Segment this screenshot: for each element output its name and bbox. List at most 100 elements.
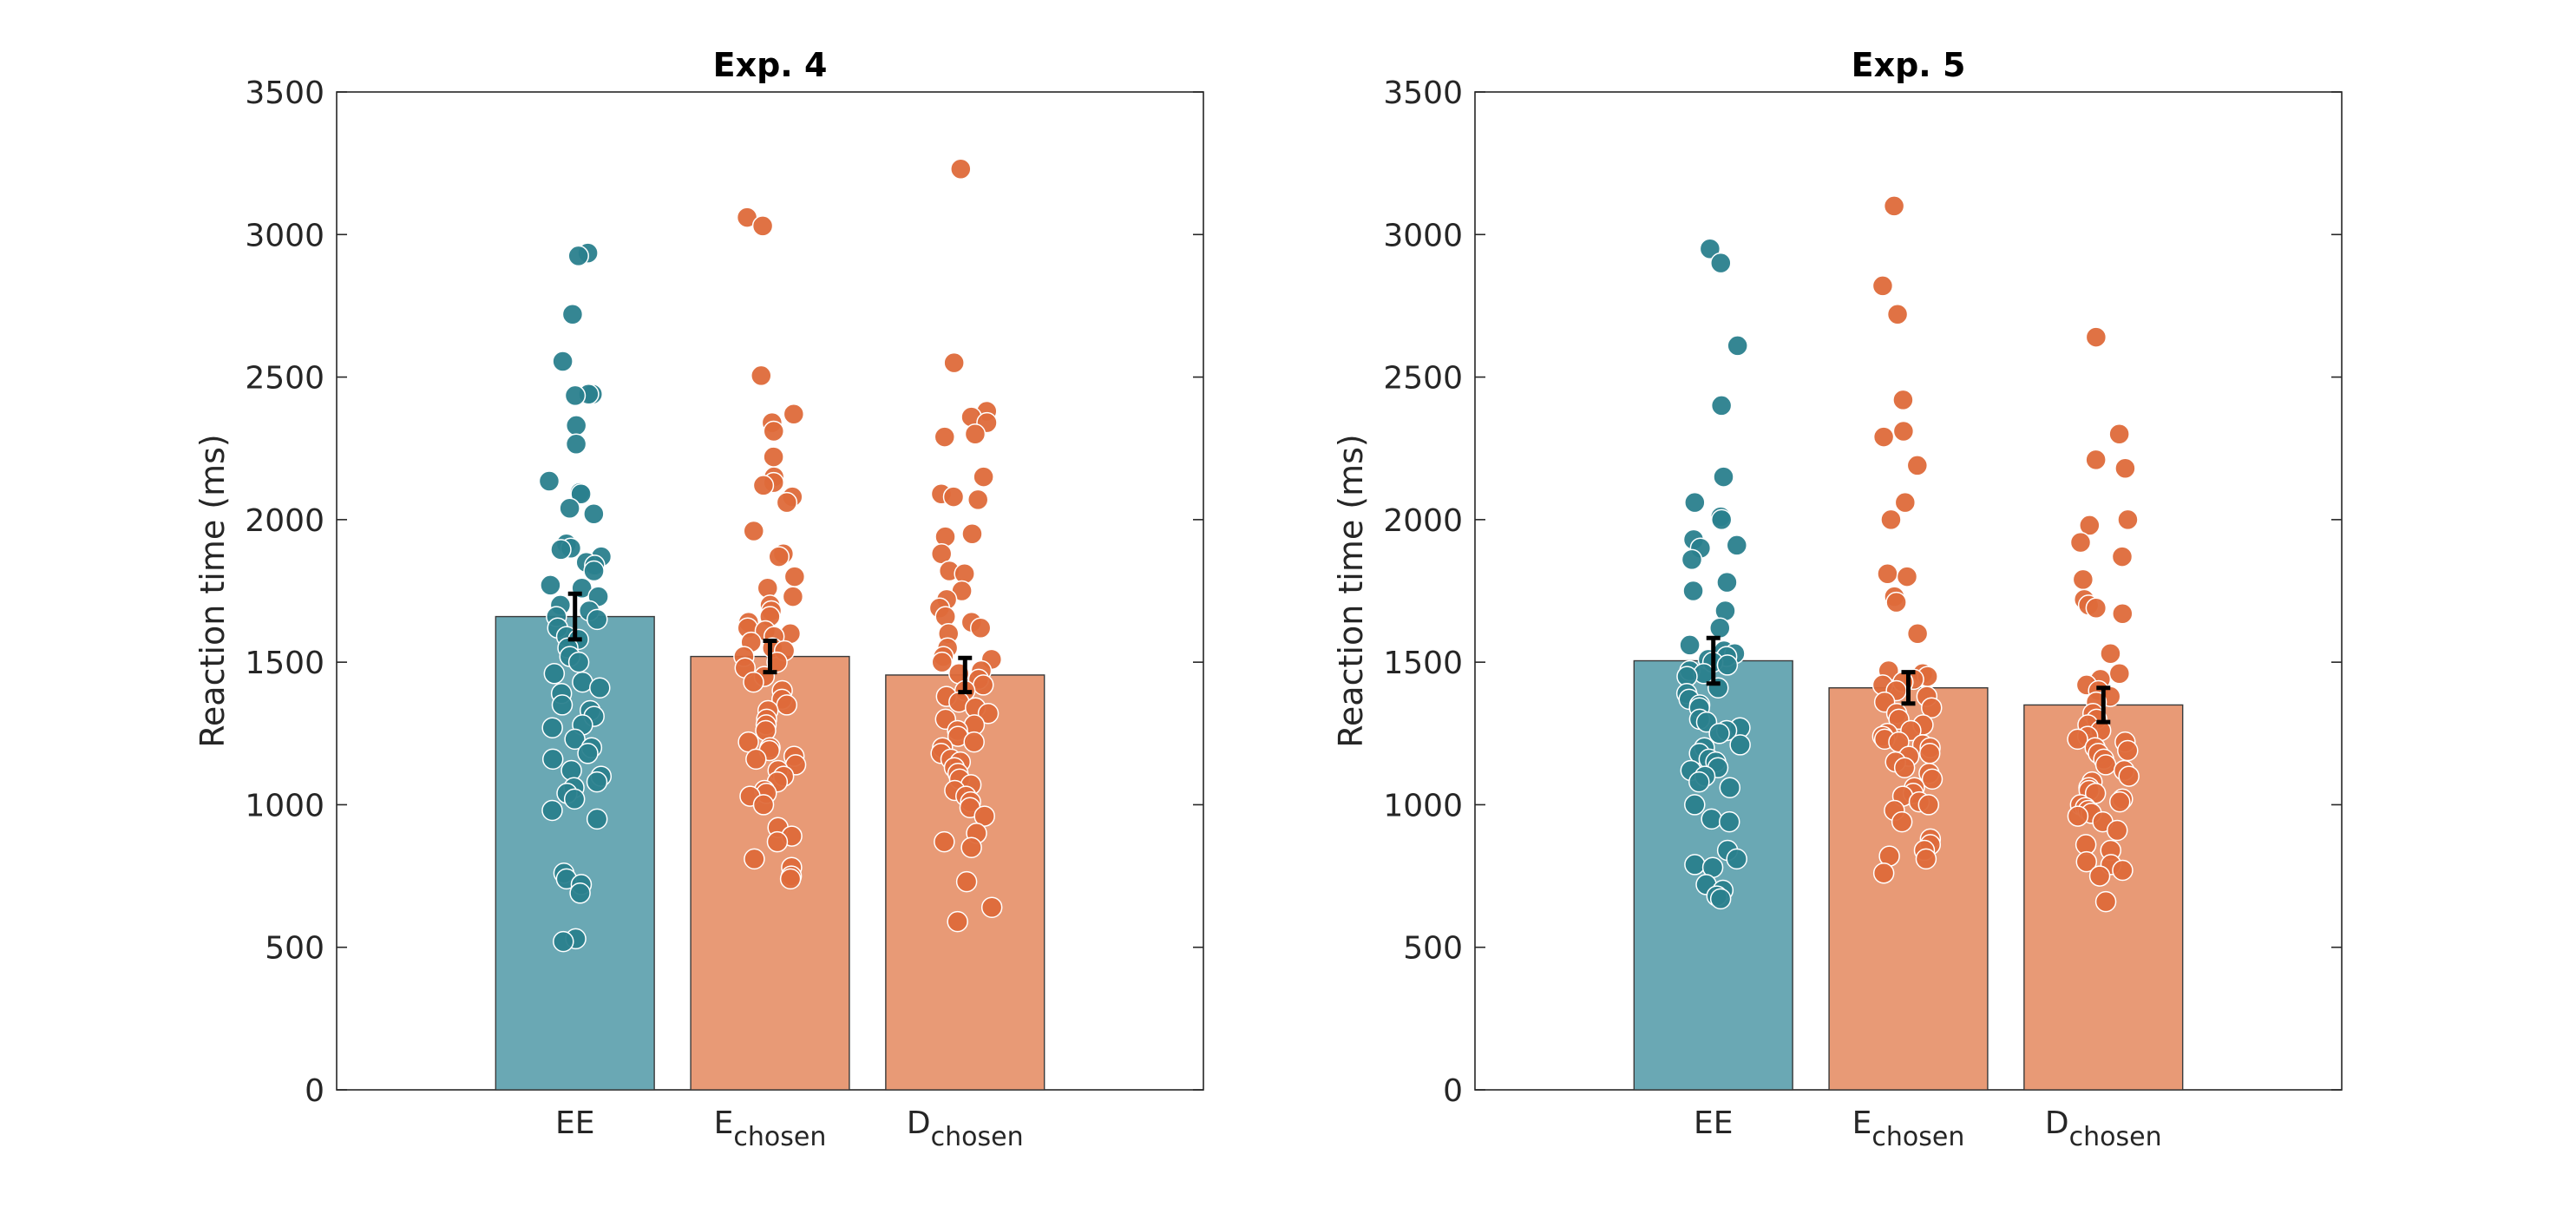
- data-point: [586, 771, 608, 793]
- data-point: [2114, 457, 2136, 479]
- data-point: [1872, 426, 1895, 448]
- data-point: [776, 491, 798, 514]
- data-point: [1701, 808, 1722, 830]
- data-point: [942, 486, 965, 508]
- data-point: [766, 830, 789, 853]
- data-point: [561, 304, 584, 325]
- y-tick-label: 1500: [245, 646, 324, 681]
- data-point: [2072, 568, 2094, 591]
- data-point: [1684, 854, 1706, 876]
- data-point: [967, 489, 989, 511]
- data-point: [2094, 890, 2117, 913]
- data-point: [743, 671, 764, 693]
- data-point: [1710, 395, 1733, 417]
- data-point: [763, 446, 784, 468]
- data-point: [1716, 571, 1738, 594]
- data-point: [963, 731, 985, 753]
- x-tick-label-main: E: [1852, 1105, 1872, 1141]
- data-point: [1716, 654, 1739, 676]
- data-point: [1885, 591, 1907, 613]
- data-point: [2094, 754, 2117, 776]
- data-point: [538, 470, 560, 492]
- y-tick-label: 0: [1443, 1073, 1463, 1109]
- data-point: [565, 433, 587, 456]
- data-point: [947, 910, 968, 933]
- data-point: [1708, 723, 1730, 744]
- x-tick-label-main: E: [714, 1105, 734, 1141]
- data-point: [1906, 455, 1929, 476]
- y-tick-label: 500: [265, 931, 324, 967]
- y-tick-label: 3500: [245, 75, 324, 111]
- data-point: [752, 794, 775, 816]
- data-point: [751, 215, 774, 237]
- data-point: [972, 674, 994, 696]
- data-point: [768, 546, 790, 567]
- y-tick-label: 2500: [245, 361, 324, 397]
- y-tick-label: 1000: [1383, 788, 1463, 823]
- x-tick-label-subscript: chosen: [931, 1122, 1024, 1152]
- x-tick-label: Echosen: [714, 1105, 827, 1152]
- data-point: [1871, 275, 1894, 297]
- data-point: [776, 694, 798, 716]
- data-point: [973, 805, 995, 827]
- data-point: [943, 351, 965, 374]
- data-point: [2069, 531, 2092, 554]
- data-point: [1679, 634, 1701, 656]
- data-point: [1920, 697, 1943, 718]
- data-point: [2079, 515, 2101, 536]
- data-point: [1727, 335, 1748, 357]
- data-point: [583, 560, 605, 582]
- data-point: [2117, 508, 2139, 531]
- data-point: [1872, 863, 1895, 884]
- data-point: [783, 566, 806, 587]
- data-point: [1709, 617, 1731, 639]
- data-point: [570, 483, 592, 505]
- data-point: [934, 426, 956, 448]
- data-point: [950, 158, 972, 180]
- x-tick-label-subscript: chosen: [733, 1122, 826, 1152]
- data-point: [1918, 743, 1941, 764]
- data-point: [583, 503, 605, 525]
- data-point: [1896, 566, 1918, 587]
- data-point: [1892, 389, 1914, 411]
- data-point: [564, 384, 587, 407]
- data-point: [2117, 739, 2139, 762]
- y-tick-label: 3000: [245, 218, 324, 253]
- data-point: [2108, 663, 2131, 685]
- y-tick-label: 2000: [1383, 503, 1463, 539]
- data-point: [586, 808, 608, 830]
- data-point: [1886, 304, 1909, 325]
- data-point: [2106, 819, 2128, 842]
- x-tick-label-main: EE: [1694, 1105, 1734, 1141]
- data-point: [955, 870, 978, 893]
- y-tick-label: 500: [1403, 931, 1463, 967]
- data-point: [569, 882, 591, 904]
- y-tick-label: 1500: [1383, 646, 1463, 681]
- data-point: [2085, 597, 2107, 619]
- data-point: [2067, 805, 2089, 827]
- x-tick-label-subscript: chosen: [1871, 1122, 1964, 1152]
- x-tick-label-subscript: chosen: [2069, 1122, 2162, 1152]
- data-point: [587, 608, 608, 631]
- data-point: [2112, 603, 2134, 625]
- data-point: [980, 896, 1003, 918]
- data-point: [567, 245, 589, 267]
- y-axis-label: Reaction time (ms): [193, 434, 232, 748]
- data-point: [1917, 794, 1940, 816]
- data-point: [1684, 491, 1706, 514]
- y-tick-label: 0: [305, 1073, 324, 1109]
- panel-title: Exp. 4: [713, 46, 828, 84]
- y-tick-label: 1000: [245, 788, 324, 823]
- data-point: [1710, 252, 1732, 274]
- data-point: [1699, 238, 1721, 259]
- data-point: [1718, 810, 1740, 833]
- data-point: [1688, 771, 1710, 793]
- x-tick-label: Dchosen: [2045, 1105, 2162, 1152]
- data-point: [744, 848, 765, 870]
- y-tick-label: 3500: [1383, 75, 1463, 111]
- data-point: [2112, 859, 2134, 882]
- data-point: [1915, 848, 1937, 870]
- x-tick-label: EE: [555, 1105, 595, 1141]
- x-tick-label-main: D: [907, 1105, 931, 1141]
- data-point: [1921, 768, 1943, 790]
